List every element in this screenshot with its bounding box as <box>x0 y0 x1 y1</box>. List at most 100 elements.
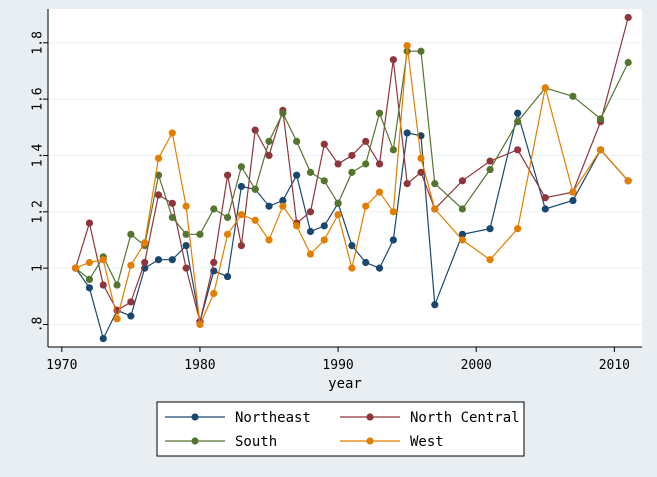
data-point-west <box>72 264 80 272</box>
data-point-south <box>154 171 163 179</box>
data-point-northeast <box>154 256 163 264</box>
series-line-northeast <box>75 110 629 341</box>
data-point-northeast <box>168 256 176 264</box>
data-point-northeast <box>306 227 315 236</box>
data-point-west <box>569 188 577 196</box>
data-point-south <box>514 118 522 126</box>
data-point-west <box>265 236 273 244</box>
data-point-northeast <box>569 196 577 205</box>
data-point-northeast <box>99 334 107 343</box>
legend-label: West <box>410 434 444 450</box>
series-group <box>72 13 632 343</box>
series-line-south <box>75 50 629 287</box>
data-point-west <box>624 177 632 185</box>
data-point-north-central <box>223 171 232 179</box>
y-tick-label: 1.4 <box>31 144 46 168</box>
data-point-south <box>486 165 494 174</box>
data-point-west <box>362 202 370 210</box>
data-point-west <box>293 222 301 230</box>
y-tick-label: .8 <box>31 317 46 333</box>
data-point-north-central <box>237 242 245 250</box>
data-point-northeast <box>85 284 94 292</box>
data-point-south <box>182 230 190 238</box>
x-tick-label: 1970 <box>46 358 77 373</box>
data-point-north-central <box>210 258 218 267</box>
x-tick-label: 1980 <box>184 358 215 373</box>
series-west <box>72 42 632 329</box>
data-point-west <box>223 230 232 238</box>
legend-item-south: South <box>165 434 277 450</box>
data-point-north-central <box>265 151 273 160</box>
data-point-north-central <box>334 160 342 168</box>
data-point-northeast <box>223 272 232 281</box>
legend-label: Northeast <box>235 410 311 426</box>
data-point-west <box>320 236 328 244</box>
data-point-south <box>362 160 370 168</box>
legend: Northeast North Central South West <box>156 401 525 457</box>
data-point-south <box>237 163 245 171</box>
legend-item-north-central: North Central <box>340 410 520 426</box>
data-point-northeast <box>403 129 411 137</box>
y-axis-ticks: .8 1 1.2 1.4 1.6 1.8 <box>31 31 48 332</box>
data-point-northeast <box>182 242 190 250</box>
data-point-west <box>113 315 121 323</box>
data-point-south <box>320 177 328 185</box>
data-point-west <box>458 236 467 244</box>
data-point-west <box>417 154 425 162</box>
data-point-north-central <box>624 13 632 22</box>
data-point-north-central <box>168 199 176 207</box>
data-point-south <box>113 281 121 289</box>
data-point-west <box>486 256 494 264</box>
data-point-south <box>293 137 301 145</box>
data-point-south <box>431 180 439 188</box>
data-point-north-central <box>458 177 467 185</box>
data-point-northeast <box>237 182 245 191</box>
data-point-north-central <box>141 258 149 267</box>
series-line-north-central <box>75 17 629 322</box>
data-point-northeast <box>127 312 135 320</box>
data-point-west <box>541 84 549 92</box>
data-point-west <box>306 250 315 258</box>
data-point-south <box>306 168 315 176</box>
data-point-west <box>375 188 384 196</box>
data-point-west <box>251 216 259 224</box>
data-point-north-central <box>182 264 190 272</box>
data-point-north-central <box>348 151 356 160</box>
data-point-south <box>279 109 287 117</box>
data-point-north-central <box>403 180 411 188</box>
data-point-north-central <box>306 208 315 216</box>
x-axis-title: year <box>328 376 362 392</box>
data-point-north-central <box>389 56 397 64</box>
data-point-northeast <box>362 258 370 267</box>
data-point-south <box>85 275 94 283</box>
data-point-north-central <box>85 219 94 227</box>
data-point-south <box>375 109 384 117</box>
data-point-west <box>85 258 94 267</box>
legend-marker <box>366 413 374 421</box>
data-point-west <box>389 208 397 216</box>
x-tick-label: 1990 <box>322 358 353 373</box>
data-point-northeast <box>389 236 397 244</box>
data-point-west <box>141 239 149 247</box>
data-point-northeast <box>375 264 384 272</box>
legend-item-west: West <box>340 434 444 450</box>
y-tick-label: 1.8 <box>31 31 46 54</box>
legend-label: South <box>235 434 277 450</box>
data-point-west <box>182 202 190 210</box>
data-point-south <box>210 205 218 213</box>
data-point-south <box>251 185 259 193</box>
data-point-west <box>168 129 176 137</box>
data-point-north-central <box>127 298 135 306</box>
data-point-south <box>458 205 467 213</box>
data-point-northeast <box>265 202 273 210</box>
data-point-south <box>127 230 135 238</box>
data-point-west <box>431 205 439 213</box>
data-point-south <box>334 199 342 207</box>
data-point-northeast <box>486 225 494 233</box>
data-point-west <box>596 146 605 154</box>
data-point-west <box>334 211 342 219</box>
data-point-south <box>196 230 204 238</box>
data-point-west <box>403 42 411 50</box>
series-line-west <box>75 45 629 327</box>
